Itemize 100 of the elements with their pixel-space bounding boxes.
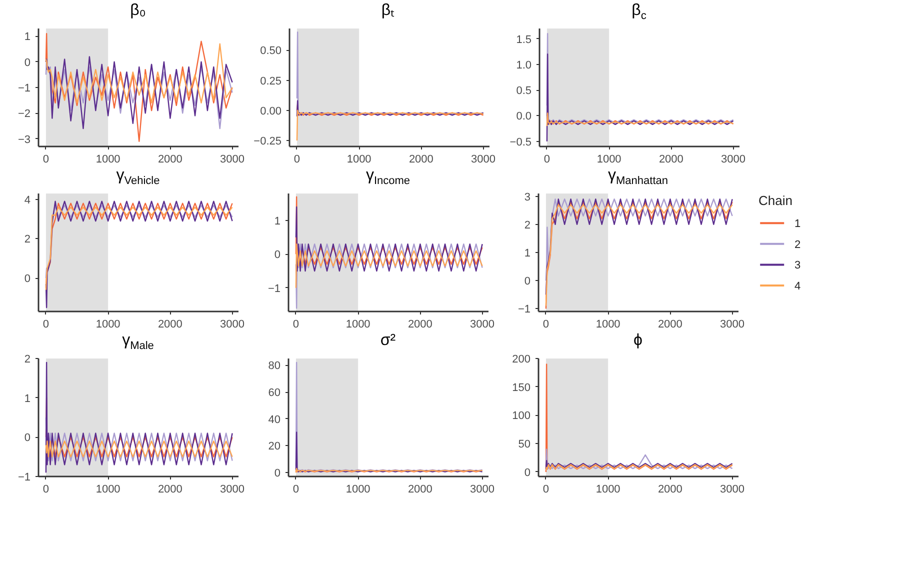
y-tick-label: 1	[24, 392, 31, 405]
y-tick-label: 1	[524, 248, 531, 260]
x-tick-label: 1000	[346, 318, 370, 330]
y-tick-label: 0	[24, 56, 31, 69]
x-tick-label: 3000	[470, 484, 495, 496]
line-series	[296, 32, 484, 115]
y-tick-label: 50	[518, 438, 531, 451]
y-tick-label: 0.0	[516, 110, 532, 123]
y-tick-label: 0	[274, 467, 281, 480]
y-tick-label: 0.50	[260, 45, 282, 58]
x-tick-label: 1000	[96, 318, 120, 330]
y-tick-label: 0.25	[260, 75, 282, 88]
x-tick-label: 0	[292, 318, 300, 330]
y-tick-label: 0	[24, 432, 31, 444]
x-tick-label: 3000	[720, 318, 745, 330]
y-tick-label: 200	[512, 354, 531, 366]
legend-label: 1	[794, 218, 801, 230]
x-tick-label: 3000	[721, 154, 746, 166]
chart-title: γ$_{Income}$	[366, 166, 410, 190]
y-tick-label: 0	[524, 466, 531, 479]
line-series	[45, 43, 233, 104]
x-tick-label: 2000	[408, 154, 434, 166]
line-series	[545, 448, 733, 470]
chart-title: γ$_{Male}$	[122, 331, 154, 354]
x-tick-label: 0	[42, 318, 50, 330]
x-tick-label: 2000	[158, 154, 182, 166]
line-series	[295, 432, 483, 472]
chart-title: β₀	[130, 1, 146, 21]
y-tick-label: 4	[24, 194, 31, 206]
line-series	[295, 243, 483, 309]
chart-title: ϕ	[634, 331, 642, 351]
x-tick-label: 3000	[471, 154, 496, 166]
legend-label: 2	[794, 238, 801, 251]
x-tick-label: 1000	[596, 484, 620, 496]
x-tick-label: 1000	[96, 154, 120, 166]
y-tick-label: 0.00	[260, 105, 282, 118]
legend-label: 4	[794, 280, 801, 292]
y-tick-label: 1.0	[516, 59, 532, 72]
x-tick-label: 2000	[658, 154, 684, 166]
line-series	[295, 243, 483, 288]
chart-title: σ²	[380, 331, 396, 351]
line-series	[545, 364, 733, 473]
x-tick-label: 3000	[720, 484, 745, 496]
y-tick-label: −2	[18, 108, 31, 120]
x-tick-label: 3000	[220, 484, 245, 496]
x-tick-label: 1000	[346, 484, 370, 496]
y-tick-label: −1	[518, 304, 531, 316]
x-tick-label: 2000	[658, 318, 682, 330]
y-tick-label: −0.25	[254, 135, 282, 148]
x-tick-label: 0	[544, 154, 550, 166]
line-series	[45, 440, 233, 458]
chart-title: γ$_{Vehicle}$	[116, 166, 160, 190]
x-tick-label: 3000	[220, 318, 245, 330]
y-tick-label: 60	[268, 387, 281, 400]
x-tick-label: 3000	[470, 318, 495, 330]
x-tick-label: 2000	[658, 484, 682, 496]
x-tick-label: 0	[542, 318, 550, 330]
x-tick-label: 2000	[408, 484, 432, 496]
x-tick-label: 1000	[346, 154, 372, 166]
y-tick-label: −1	[18, 472, 31, 484]
x-tick-label: 1000	[596, 318, 620, 330]
chart-title: β$_{c}$	[632, 1, 646, 24]
line-series	[546, 54, 734, 142]
chart-title: γ$_{Manhattan}$	[608, 166, 668, 190]
y-tick-label: −3	[18, 134, 31, 146]
y-tick-label: 0.5	[516, 85, 532, 98]
x-tick-label: 0	[42, 484, 50, 496]
y-tick-label: 150	[512, 382, 531, 394]
x-tick-label: 1000	[96, 484, 120, 496]
line-series	[295, 206, 483, 272]
y-tick-label: 2	[524, 219, 531, 232]
y-tick-label: 40	[268, 414, 281, 426]
line-series	[546, 112, 734, 127]
x-tick-label: 0	[294, 154, 300, 166]
x-tick-label: 2000	[158, 484, 182, 496]
y-tick-label: 100	[512, 410, 531, 422]
y-tick-label: 0	[524, 276, 531, 288]
y-tick-label: −1	[18, 82, 31, 94]
y-tick-label: 2	[24, 234, 31, 246]
x-tick-label: 0	[542, 484, 550, 496]
y-tick-label: 80	[268, 360, 281, 372]
y-tick-label: 20	[268, 440, 281, 453]
x-tick-label: 0	[292, 484, 300, 496]
y-tick-label: 0	[274, 249, 281, 262]
line-series	[296, 100, 484, 117]
x-tick-label: 3000	[220, 154, 245, 166]
x-tick-label: 2000	[158, 318, 182, 330]
y-tick-label: 2	[24, 354, 31, 366]
x-tick-label: 2000	[408, 318, 432, 330]
line-series	[296, 110, 484, 142]
line-series	[45, 200, 233, 308]
y-tick-label: 3	[524, 191, 531, 204]
y-tick-label: −0.5	[510, 136, 532, 148]
legend-label: 3	[794, 260, 801, 272]
y-tick-label: −1	[268, 282, 281, 295]
line-series	[545, 460, 733, 470]
y-tick-label: 1.5	[516, 34, 532, 46]
x-tick-label: 0	[42, 154, 50, 166]
line-series	[45, 362, 233, 474]
chart-title: βₜ	[381, 1, 395, 21]
